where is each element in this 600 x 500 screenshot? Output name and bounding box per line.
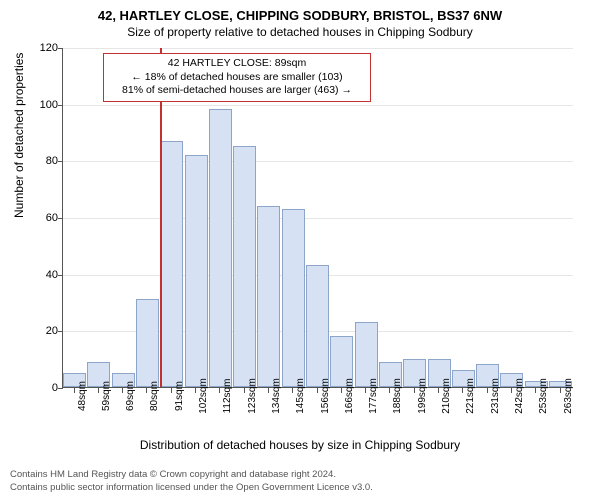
xtick-mark <box>74 388 75 393</box>
ytick-label: 60 <box>28 212 58 224</box>
ytick-mark <box>58 161 63 162</box>
xtick-label: 166sqm <box>344 378 355 414</box>
xtick-mark <box>292 388 293 393</box>
xtick-mark <box>244 388 245 393</box>
info-line-1: 42 HARTLEY CLOSE: 89sqm <box>110 57 364 71</box>
footer-attribution: Contains HM Land Registry data © Crown c… <box>10 469 373 494</box>
xtick-label: 112sqm <box>222 379 233 414</box>
histogram-bar <box>209 109 232 387</box>
histogram-bar <box>136 299 159 387</box>
footer-line-1: Contains HM Land Registry data © Crown c… <box>10 469 373 481</box>
xtick-mark <box>146 388 147 393</box>
histogram-bar <box>282 209 305 388</box>
xtick-mark <box>560 388 561 393</box>
xtick-label: 210sqm <box>441 378 452 414</box>
xtick-mark <box>317 388 318 393</box>
info-line-2: ← 18% of detached houses are smaller (10… <box>110 71 364 85</box>
xtick-label: 145sqm <box>295 378 306 414</box>
xtick-label: 263sqm <box>563 378 574 414</box>
xtick-mark <box>389 388 390 393</box>
ytick-mark <box>58 275 63 276</box>
xtick-label: 231sqm <box>490 378 501 414</box>
grid-line <box>63 105 573 106</box>
xtick-mark <box>122 388 123 393</box>
ytick-mark <box>58 331 63 332</box>
xtick-mark <box>171 388 172 393</box>
xtick-label: 123sqm <box>247 378 258 414</box>
xtick-mark <box>98 388 99 393</box>
xtick-label: 48sqm <box>77 381 88 411</box>
x-axis-label: Distribution of detached houses by size … <box>0 438 600 452</box>
xtick-label: 59sqm <box>101 381 112 411</box>
ytick-mark <box>58 105 63 106</box>
histogram-bar <box>160 141 183 388</box>
xtick-mark <box>438 388 439 393</box>
xtick-label: 80sqm <box>149 381 160 411</box>
xtick-mark <box>535 388 536 393</box>
xtick-label: 102sqm <box>198 378 209 414</box>
xtick-mark <box>462 388 463 393</box>
xtick-label: 188sqm <box>392 378 403 414</box>
xtick-mark <box>268 388 269 393</box>
ytick-label: 40 <box>28 269 58 281</box>
xtick-label: 242sqm <box>514 378 525 414</box>
xtick-mark <box>487 388 488 393</box>
xtick-label: 253sqm <box>538 378 549 414</box>
xtick-mark <box>365 388 366 393</box>
xtick-label: 221sqm <box>465 378 476 414</box>
ytick-label: 0 <box>28 382 58 394</box>
ytick-label: 80 <box>28 155 58 167</box>
xtick-mark <box>414 388 415 393</box>
histogram-bar <box>233 146 256 387</box>
ytick-mark <box>58 218 63 219</box>
ytick-label: 100 <box>28 99 58 111</box>
xtick-label: 91sqm <box>174 381 185 411</box>
xtick-label: 69sqm <box>125 381 136 411</box>
xtick-mark <box>341 388 342 393</box>
y-axis-label: Number of detached properties <box>12 53 26 218</box>
xtick-mark <box>511 388 512 393</box>
xtick-label: 177sqm <box>368 378 379 414</box>
chart-subtitle: Size of property relative to detached ho… <box>0 23 600 43</box>
grid-line <box>63 218 573 219</box>
ytick-mark <box>58 48 63 49</box>
ytick-mark <box>58 388 63 389</box>
ytick-label: 20 <box>28 325 58 337</box>
histogram-bar <box>257 206 280 387</box>
footer-line-2: Contains public sector information licen… <box>10 482 373 494</box>
grid-line <box>63 48 573 49</box>
grid-line <box>63 161 573 162</box>
info-line-3: 81% of semi-detached houses are larger (… <box>110 84 364 98</box>
histogram-bar <box>185 155 208 387</box>
xtick-label: 199sqm <box>417 378 428 414</box>
xtick-mark <box>219 388 220 393</box>
xtick-label: 134sqm <box>271 378 282 414</box>
histogram-bar <box>306 265 329 387</box>
ytick-label: 120 <box>28 42 58 54</box>
xtick-mark <box>195 388 196 393</box>
info-annotation-box: 42 HARTLEY CLOSE: 89sqm ← 18% of detache… <box>103 53 371 102</box>
xtick-label: 156sqm <box>320 378 331 414</box>
chart-title: 42, HARTLEY CLOSE, CHIPPING SODBURY, BRI… <box>0 0 600 23</box>
